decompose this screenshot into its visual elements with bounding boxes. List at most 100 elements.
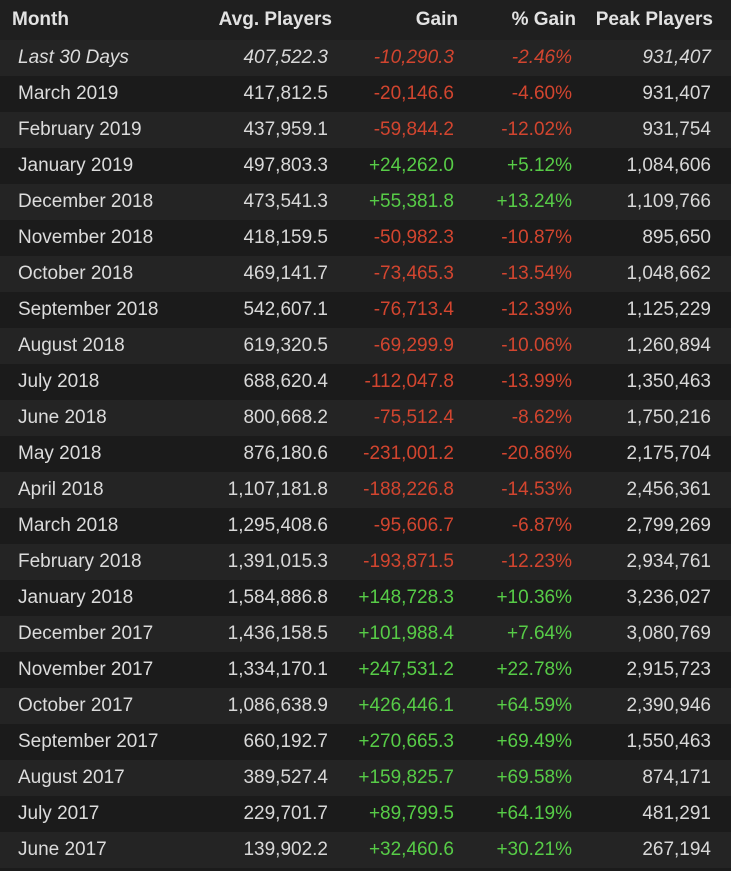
cell-month: November 2017 [18, 659, 154, 680]
cell-pct-gain: +7.64% [507, 623, 572, 644]
cell-peak-players: 2,390,946 [626, 695, 711, 716]
cell-gain: -10,290.3 [373, 47, 454, 68]
cell-pct-gain: -12.02% [501, 119, 572, 140]
cell-month: July 2018 [18, 371, 100, 392]
cell-pct-gain: +69.58% [496, 767, 572, 788]
cell-month: August 2017 [18, 767, 125, 788]
cell-month: March 2018 [18, 515, 119, 536]
cell-peak-players: 1,048,662 [626, 263, 711, 284]
cell-gain: +55,381.8 [368, 191, 454, 212]
cell-pct-gain: -12.23% [501, 551, 572, 572]
cell-month: August 2018 [18, 335, 125, 356]
header-avg-players[interactable]: Avg. Players [180, 0, 332, 40]
cell-gain: +270,665.3 [358, 731, 454, 752]
table-row: February 2019 437,959.1 -59,844.2 -12.02% 93… [0, 112, 731, 148]
cell-peak-players: 931,754 [642, 119, 711, 140]
cell-gain: -231,001.2 [363, 443, 454, 464]
table-row: January 2018 1,584,886.8 +148,728.3 +10.36%… [0, 580, 731, 616]
cell-pct-gain: +13.24% [496, 191, 572, 212]
cell-pct-gain: -20.86% [501, 443, 572, 464]
table-row: November 2017 1,334,170.1 +247,531.2 +22.78… [0, 652, 731, 688]
cell-gain: -75,512.4 [373, 407, 454, 428]
cell-avg-players: 619,320.5 [243, 335, 328, 356]
cell-gain: -112,047.8 [364, 371, 454, 392]
cell-peak-players: 2,915,723 [626, 659, 711, 680]
cell-month: May 2018 [18, 443, 102, 464]
cell-month: October 2018 [18, 263, 134, 284]
cell-avg-players: 660,192.7 [243, 731, 328, 752]
cell-month: March 2019 [18, 83, 119, 104]
cell-gain: +89,799.5 [368, 803, 454, 824]
cell-pct-gain: +69.49% [496, 731, 572, 752]
cell-peak-players: 931,407 [642, 47, 711, 68]
cell-month: September 2017 [18, 731, 159, 752]
cell-gain: +24,262.0 [368, 155, 454, 176]
table-row: September 2017 660,192.7 +270,665.3 +69.49%… [0, 724, 731, 760]
table-row: January 2019 497,803.3 +24,262.0 +5.12% 1,08… [0, 148, 731, 184]
cell-gain: -188,226.8 [363, 479, 454, 500]
cell-peak-players: 3,236,027 [626, 587, 711, 608]
cell-gain: -76,713.4 [373, 299, 454, 320]
cell-month: January 2019 [18, 155, 134, 176]
cell-pct-gain: +10.36% [496, 587, 572, 608]
cell-avg-players: 876,180.6 [243, 443, 328, 464]
header-month[interactable]: Month [0, 0, 180, 40]
cell-month: September 2018 [18, 299, 159, 320]
cell-pct-gain: +64.59% [496, 695, 572, 716]
table-row: June 2017 139,902.2 +32,460.6 +30.21% 267,19… [0, 832, 731, 868]
cell-avg-players: 418,159.5 [243, 227, 328, 248]
header-pct-gain[interactable]: % Gain [458, 0, 576, 40]
table-row: October 2017 1,086,638.9 +426,446.1 +64.59%… [0, 688, 731, 724]
cell-month: January 2018 [18, 587, 134, 608]
cell-month: December 2018 [18, 191, 154, 212]
cell-peak-players: 3,080,769 [626, 623, 711, 644]
cell-pct-gain: +22.78% [496, 659, 572, 680]
cell-peak-players: 1,125,229 [626, 299, 711, 320]
cell-peak-players: 267,194 [642, 839, 711, 860]
table-row: Last 30 Days 407,522.3 -10,290.3 -2.46% 931,… [0, 40, 731, 76]
table-row: November 2018 418,159.5 -50,982.3 -10.87% 89… [0, 220, 731, 256]
cell-peak-players: 2,934,761 [626, 551, 711, 572]
cell-avg-players: 542,607.1 [243, 299, 328, 320]
cell-gain: +32,460.6 [368, 839, 454, 860]
table-row: October 2018 469,141.7 -73,465.3 -13.54% 1,0… [0, 256, 731, 292]
cell-avg-players: 1,295,408.6 [227, 515, 328, 536]
table-body: Last 30 Days 407,522.3 -10,290.3 -2.46% 931,… [0, 40, 731, 868]
cell-avg-players: 139,902.2 [243, 839, 328, 860]
header-peak-players[interactable]: Peak Players [576, 0, 731, 40]
cell-gain: -69,299.9 [373, 335, 454, 356]
cell-pct-gain: -13.99% [501, 371, 572, 392]
cell-pct-gain: -2.46% [511, 47, 572, 68]
cell-pct-gain: +5.12% [507, 155, 572, 176]
cell-avg-players: 1,107,181.8 [227, 479, 328, 500]
cell-avg-players: 437,959.1 [243, 119, 328, 140]
cell-peak-players: 2,456,361 [626, 479, 711, 500]
cell-avg-players: 473,541.3 [243, 191, 328, 212]
cell-gain: -95,606.7 [373, 515, 454, 536]
header-gain[interactable]: Gain [332, 0, 458, 40]
cell-pct-gain: +30.21% [496, 839, 572, 860]
cell-month: July 2017 [18, 803, 100, 824]
table-row: March 2019 417,812.5 -20,146.6 -4.60% 931,40… [0, 76, 731, 112]
cell-peak-players: 874,171 [642, 767, 711, 788]
cell-gain: -59,844.2 [373, 119, 454, 140]
table-row: July 2017 229,701.7 +89,799.5 +64.19% 481,29… [0, 796, 731, 832]
table-header-row: Month Avg. Players Gain % Gain Peak Play… [0, 0, 731, 40]
cell-avg-players: 1,584,886.8 [227, 587, 328, 608]
cell-pct-gain: -12.39% [501, 299, 572, 320]
cell-peak-players: 1,350,463 [626, 371, 711, 392]
cell-month: June 2017 [18, 839, 107, 860]
cell-gain: +247,531.2 [358, 659, 454, 680]
cell-peak-players: 481,291 [642, 803, 711, 824]
cell-gain: +426,446.1 [358, 695, 454, 716]
table-row: March 2018 1,295,408.6 -95,606.7 -6.87% 2,79… [0, 508, 731, 544]
cell-gain: +101,988.4 [358, 623, 454, 644]
cell-peak-players: 1,260,894 [626, 335, 711, 356]
cell-month: April 2018 [18, 479, 104, 500]
cell-avg-players: 1,334,170.1 [227, 659, 328, 680]
cell-gain: -193,871.5 [363, 551, 454, 572]
cell-avg-players: 407,522.3 [243, 47, 328, 68]
cell-peak-players: 1,550,463 [626, 731, 711, 752]
cell-gain: -20,146.6 [373, 83, 454, 104]
